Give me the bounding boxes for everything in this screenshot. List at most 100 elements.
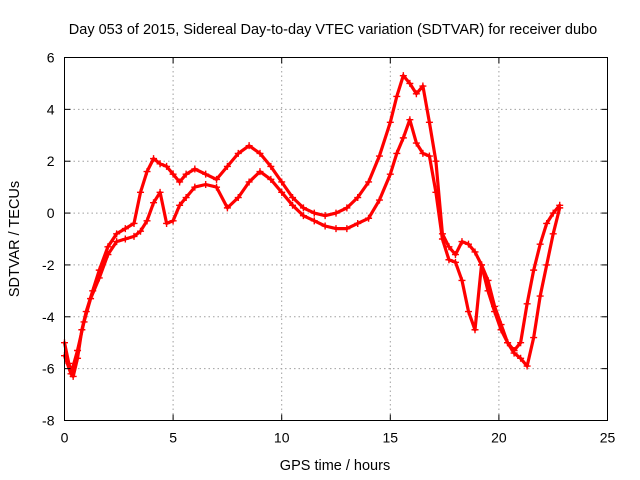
- data-point-marker: [530, 266, 538, 274]
- data-point-marker: [504, 339, 512, 347]
- data-point-marker: [432, 188, 440, 196]
- y-tick-label: 0: [47, 205, 55, 221]
- data-point-marker: [289, 201, 297, 209]
- data-point-marker: [523, 300, 531, 308]
- data-point-marker: [399, 134, 407, 142]
- data-point-marker: [245, 178, 253, 186]
- data-point-marker: [299, 212, 307, 220]
- data-point-marker: [289, 194, 297, 202]
- data-point-marker: [343, 204, 351, 212]
- x-tick-label: 15: [383, 430, 399, 446]
- data-point-marker: [399, 72, 407, 80]
- data-point-marker: [445, 256, 453, 264]
- data-point-marker: [365, 178, 373, 186]
- data-point-marker: [234, 194, 242, 202]
- data-point-marker: [543, 219, 551, 227]
- x-tick-label: 25: [600, 430, 616, 446]
- data-point-marker: [299, 204, 307, 212]
- y-tick-label: 6: [47, 50, 55, 66]
- data-point-marker: [497, 321, 505, 329]
- y-tick-label: -4: [42, 309, 55, 325]
- data-point-marker: [121, 235, 129, 243]
- data-point-marker: [321, 222, 329, 230]
- data-point-marker: [543, 261, 551, 269]
- data-point-marker: [191, 183, 199, 191]
- data-point-marker: [74, 346, 82, 354]
- x-tick-label: 5: [169, 430, 177, 446]
- y-tick-label: -6: [42, 361, 55, 377]
- data-point-marker: [549, 230, 557, 238]
- data-point-marker: [354, 219, 362, 227]
- data-point-marker: [438, 235, 446, 243]
- data-point-marker: [419, 82, 427, 90]
- data-point-marker: [87, 295, 95, 303]
- data-point-marker: [412, 139, 420, 147]
- data-point-marker: [523, 362, 531, 370]
- data-point-marker: [113, 230, 121, 238]
- series-lower-branch: [61, 116, 564, 378]
- data-point-marker: [517, 339, 525, 347]
- data-point-marker: [182, 194, 190, 202]
- data-point-marker: [332, 225, 340, 233]
- data-point-marker: [213, 175, 221, 183]
- tick-layer: 0 5 10 15 20 25 -8 -6 -4 -2 0 2 4 6: [42, 50, 615, 446]
- data-point-marker: [163, 219, 171, 227]
- data-point-marker: [176, 178, 184, 186]
- data-point-marker: [517, 354, 525, 362]
- data-point-marker: [425, 118, 433, 126]
- data-point-marker: [245, 142, 253, 150]
- data-point-marker: [321, 212, 329, 220]
- data-point-marker: [104, 251, 112, 259]
- data-point-marker: [163, 162, 171, 170]
- data-point-marker: [256, 168, 264, 176]
- data-point-marker: [536, 240, 544, 248]
- data-point-marker: [67, 370, 75, 378]
- data-point-marker: [150, 155, 158, 163]
- x-tick-label: 20: [491, 430, 507, 446]
- y-tick-label: -8: [42, 413, 55, 429]
- data-point-marker: [202, 181, 210, 189]
- data-point-marker: [510, 349, 518, 357]
- data-point-marker: [213, 183, 221, 191]
- data-point-marker: [156, 188, 164, 196]
- x-axis-label: GPS time / hours: [280, 458, 390, 474]
- data-point-marker: [169, 217, 177, 225]
- data-point-marker: [471, 248, 479, 256]
- data-point-marker: [386, 170, 394, 178]
- data-point-marker: [137, 188, 145, 196]
- x-tick-label: 0: [61, 430, 69, 446]
- data-point-marker: [464, 240, 472, 248]
- data-point-marker: [406, 79, 414, 87]
- series-layer: [61, 72, 564, 380]
- data-point-marker: [354, 194, 362, 202]
- data-point-marker: [169, 170, 177, 178]
- data-point-marker: [156, 160, 164, 168]
- data-point-marker: [176, 201, 184, 209]
- series-trace: [62, 74, 562, 378]
- data-point-marker: [458, 276, 466, 284]
- data-point-marker: [556, 204, 564, 212]
- data-point-marker: [406, 116, 414, 124]
- data-point-marker: [202, 170, 210, 178]
- y-tick-label: -2: [42, 257, 55, 273]
- data-point-marker: [445, 243, 453, 251]
- data-point-marker: [375, 196, 383, 204]
- data-point-marker: [267, 162, 275, 170]
- data-point-marker: [393, 149, 401, 157]
- data-point-marker: [478, 261, 486, 269]
- data-point-marker: [412, 90, 420, 98]
- data-point-marker: [365, 214, 373, 222]
- data-point-marker: [375, 152, 383, 160]
- data-point-marker: [491, 302, 499, 310]
- data-point-marker: [95, 274, 103, 282]
- series-upper-branch: [61, 72, 564, 380]
- y-axis-label: SDTVAR / TECUs: [7, 181, 23, 297]
- data-point-marker: [464, 308, 472, 316]
- data-point-marker: [182, 170, 190, 178]
- data-point-marker: [458, 238, 466, 246]
- data-point-marker: [530, 334, 538, 342]
- data-point-marker: [332, 209, 340, 217]
- data-point-marker: [104, 243, 112, 251]
- series-trace: [62, 118, 562, 376]
